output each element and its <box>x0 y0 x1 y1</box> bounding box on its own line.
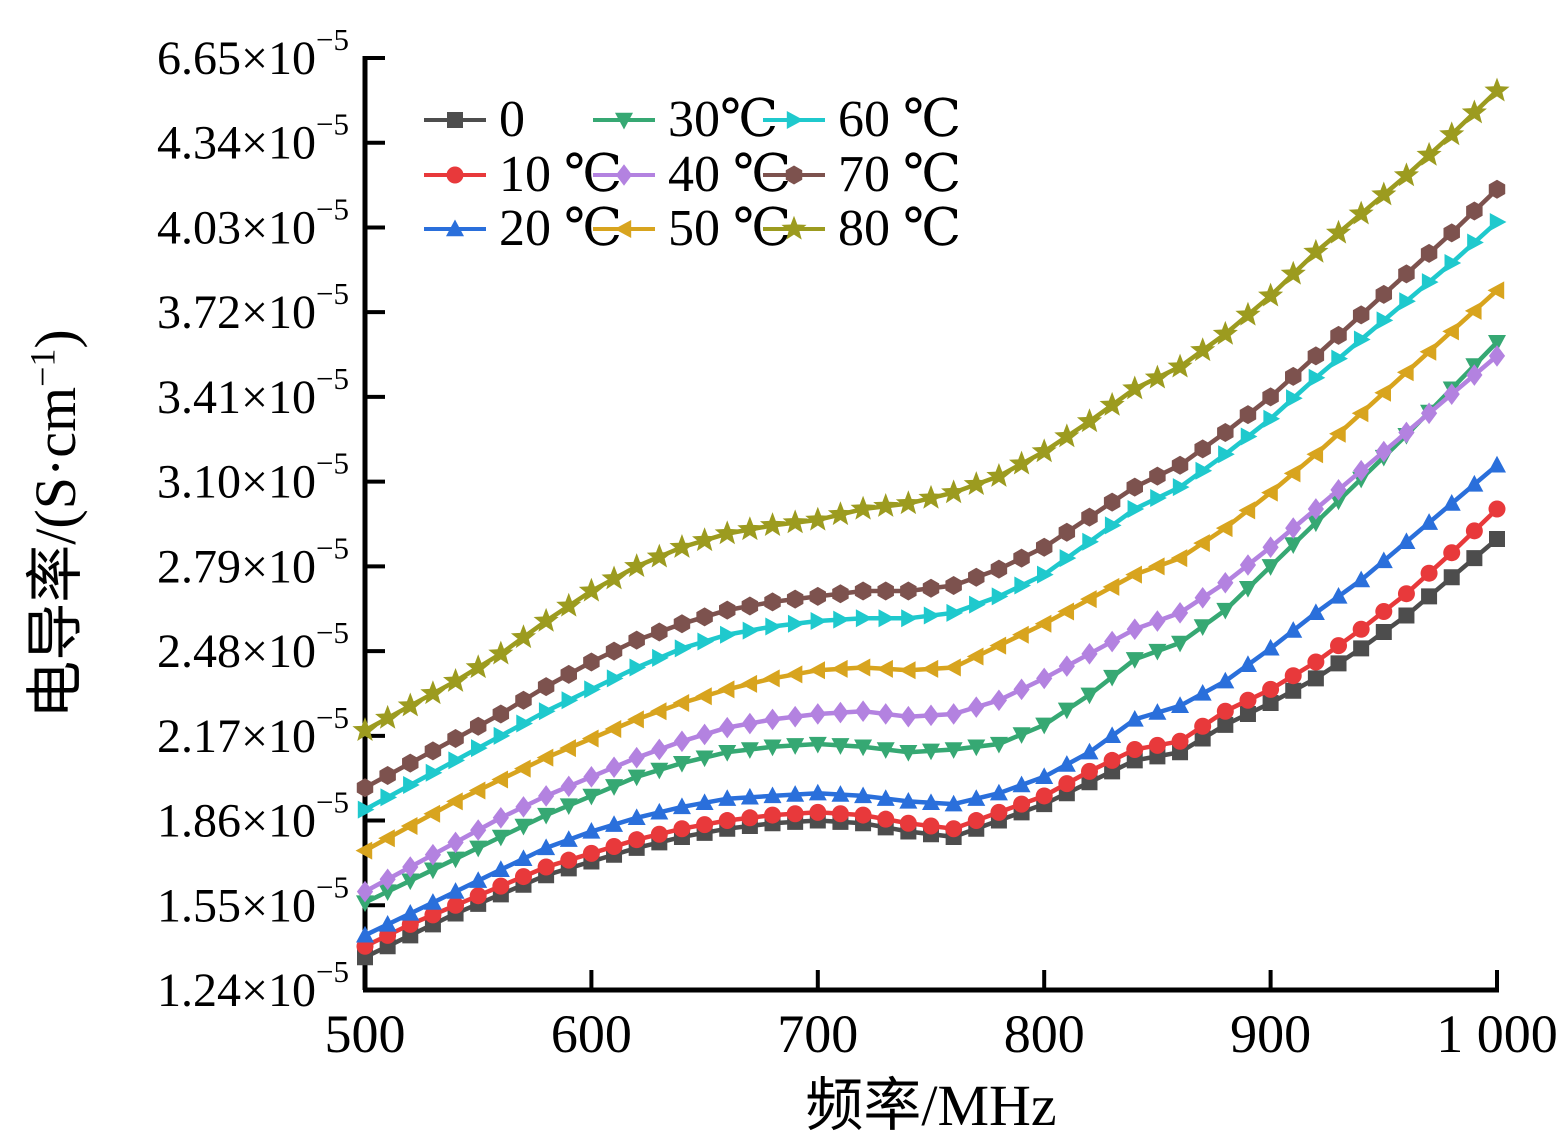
legend-swatch-star <box>763 215 825 240</box>
x-tick-label: 800 <box>1004 1004 1085 1064</box>
y-tick-label: 3.10×10−5 <box>157 446 349 509</box>
y-tick-label: 1.24×10−5 <box>157 954 349 1017</box>
y-tick-label: 4.03×10−5 <box>157 191 349 254</box>
series-line-5 <box>363 288 1499 853</box>
x-axis-title: 频率/MHz <box>805 1073 1057 1138</box>
x-tick-label: 700 <box>777 1004 858 1064</box>
x-tick-label: 900 <box>1230 1004 1311 1064</box>
legend-label: 30℃ <box>668 91 779 148</box>
legend-item-0C: 0 <box>423 94 525 146</box>
series-markers-6 <box>357 212 1507 819</box>
y-tick-label: 2.17×10−5 <box>157 700 349 763</box>
legend-label: 60 ℃ <box>838 91 962 148</box>
series-line-4 <box>363 354 1499 894</box>
series-markers-1 <box>356 500 1506 955</box>
y-tick-label: 6.65×10−5 <box>157 22 349 85</box>
y-tick-label: 3.72×10−5 <box>157 276 349 339</box>
y-axis-title-text: 电导率/(S·cm <box>23 386 88 719</box>
x-tick-label: 1 000 <box>1436 1004 1558 1064</box>
y-tick-label: 2.79×10−5 <box>157 530 349 593</box>
y-tick-label: 2.48×10−5 <box>157 615 349 678</box>
legend-swatch-circle <box>424 166 486 183</box>
legend-swatch-triangle-right <box>763 111 825 129</box>
series-markers-5 <box>355 281 1505 860</box>
legend-label: 0 <box>499 91 525 148</box>
legend-swatch-square <box>424 112 486 128</box>
legend-swatch-triangle-down <box>593 112 655 130</box>
legend-swatch-triangle-left <box>593 220 655 238</box>
legend-item-70C: 70 ℃ <box>762 145 962 203</box>
legend-swatch-hexagon <box>763 165 825 184</box>
legend-swatch-diamond <box>593 163 655 186</box>
legend-swatch-triangle-up <box>424 219 486 237</box>
series-line-2 <box>364 463 1499 938</box>
series-markers-7 <box>356 179 1506 798</box>
x-tick-label: 600 <box>551 1004 632 1064</box>
legend-item-60C: 60 ℃ <box>762 94 961 146</box>
series-markers-8 <box>352 77 1510 742</box>
legend-label: 70 ℃ <box>838 145 962 203</box>
y-tick-label: 1.55×10−5 <box>157 869 349 932</box>
legend-label: 80 ℃ <box>838 200 962 257</box>
y-axis-title-superscript: −1 <box>22 348 63 387</box>
y-tick-label: 4.34×10−5 <box>157 107 349 170</box>
y-tick-label: 3.41×10−5 <box>157 361 349 424</box>
y-axis-title-close: ) <box>23 329 88 349</box>
y-tick-label: 1.86×10−5 <box>157 785 349 848</box>
legend-item-80C: 80 ℃ <box>762 203 961 255</box>
y-axis-title: 电导率/(S·cm−1) <box>8 329 92 718</box>
x-tick-label: 500 <box>325 1004 406 1064</box>
legend-item-30C: 30℃ <box>592 94 778 146</box>
